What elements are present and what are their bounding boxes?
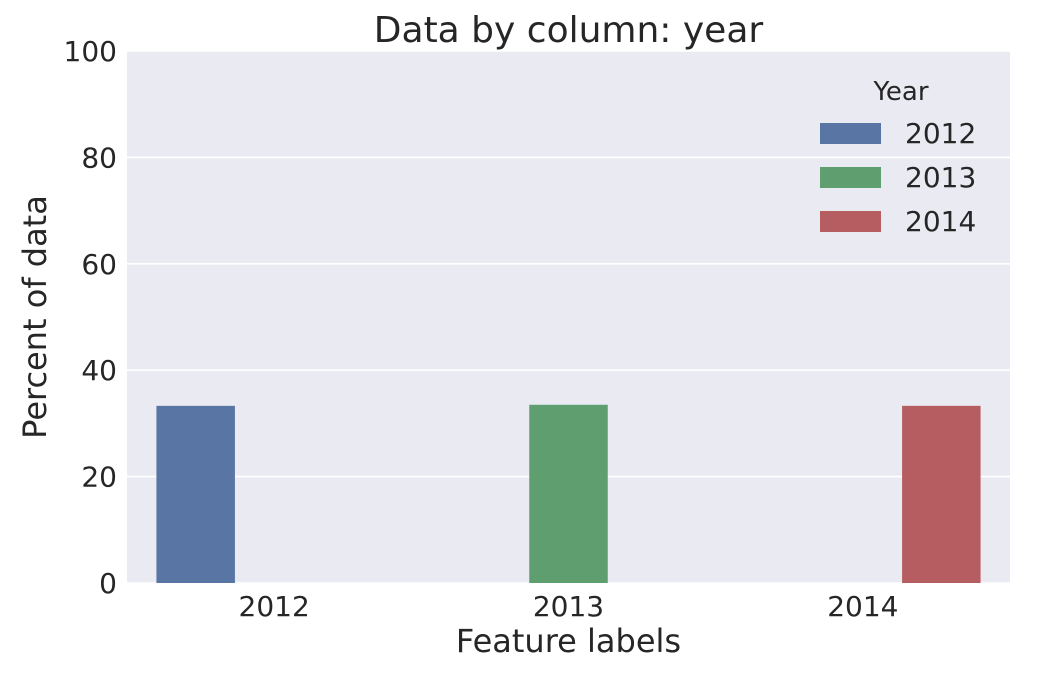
x-tick-label: 2012 [239,590,310,623]
legend-label: 2012 [905,117,976,150]
legend-label: 2014 [905,205,976,238]
legend-label: 2013 [905,161,976,194]
x-axis-label: Feature labels [456,622,681,660]
legend-swatch-2013 [820,167,881,188]
y-axis-label: Percent of data [16,195,54,439]
x-tick-labels: 2012 2013 2014 [239,590,899,623]
y-tick-label: 60 [81,248,117,281]
x-tick-label: 2014 [827,590,898,623]
y-tick-label: 0 [99,567,117,600]
chart-title: Data by column: year [374,10,764,51]
legend-swatch-2014 [820,211,881,232]
bar-2012 [156,406,234,583]
y-tick-label: 80 [81,141,117,174]
y-tick-label: 100 [64,35,117,68]
y-tick-labels: 0 20 40 60 80 100 [64,35,117,600]
bar-2014 [902,406,980,583]
bar-2013 [529,405,607,583]
legend-title: Year [872,77,928,107]
legend-swatch-2012 [820,123,881,144]
y-tick-label: 20 [81,461,117,494]
y-tick-label: 40 [81,354,117,387]
x-tick-label: 2013 [533,590,604,623]
